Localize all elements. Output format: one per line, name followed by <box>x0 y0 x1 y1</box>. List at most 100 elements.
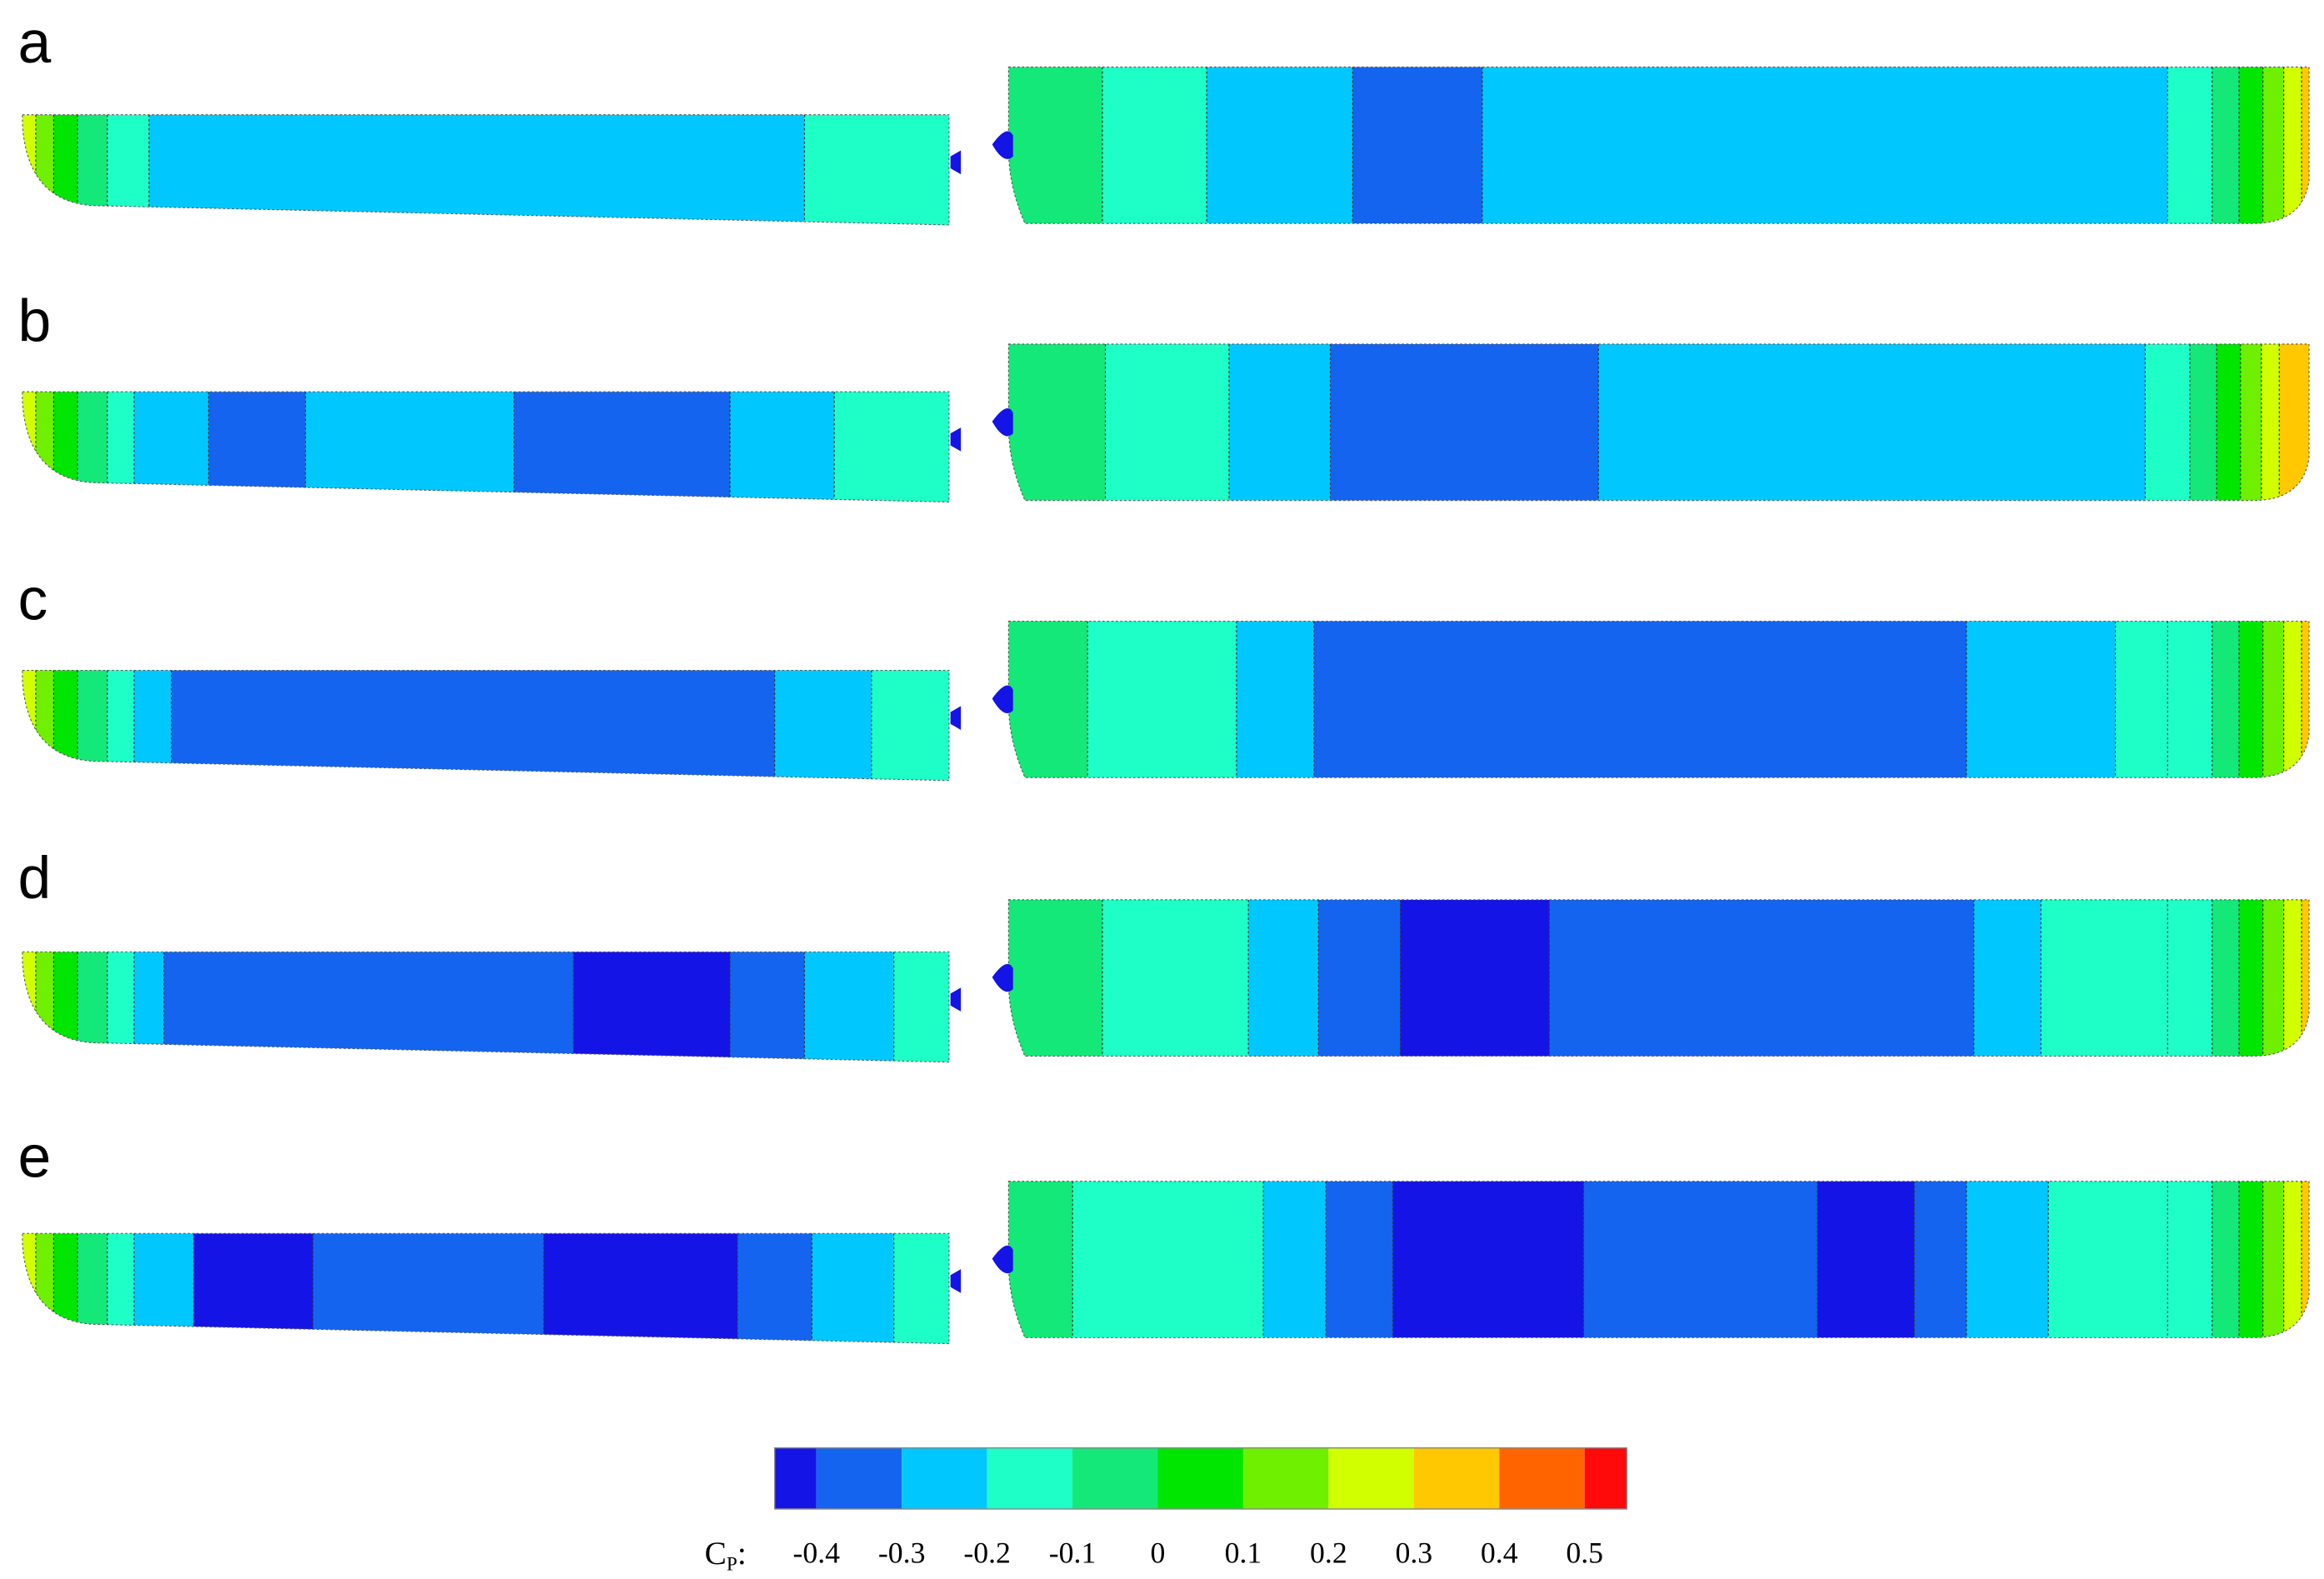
body-outline <box>1007 1181 2310 1338</box>
panel: d <box>18 845 2310 1063</box>
contour-band <box>2217 343 2242 501</box>
contour-band <box>1482 67 2169 224</box>
contour-band <box>543 1233 738 1344</box>
colorbar-cell <box>1328 1447 1414 1509</box>
symbol: C <box>705 1535 727 1572</box>
colorbar-cell <box>987 1447 1073 1509</box>
panel: e <box>18 1123 2310 1345</box>
contour-band <box>2302 621 2310 778</box>
contour-band <box>22 392 37 502</box>
contour-band <box>1008 67 1103 224</box>
tip-blob <box>992 131 1013 159</box>
contour-band <box>35 114 55 225</box>
contour-band <box>1263 1181 1327 1338</box>
contour-band <box>312 1233 545 1344</box>
contour-band <box>893 952 949 1062</box>
contour-band <box>133 392 210 502</box>
contour-band <box>1973 899 2042 1057</box>
panel: b <box>18 287 2310 503</box>
panel-label: b <box>18 287 52 354</box>
contour-band <box>730 392 836 502</box>
contour-band <box>2041 899 2169 1057</box>
contour-band <box>737 1233 813 1344</box>
contour-band <box>893 1233 949 1344</box>
contour-band <box>77 114 108 225</box>
body-outline <box>1007 620 2310 778</box>
contour-band <box>774 670 872 781</box>
contour-band <box>22 114 37 225</box>
colorbar-tick-label: 0.3 <box>1395 1536 1432 1569</box>
contour-band <box>812 1233 895 1344</box>
contour-band <box>2239 621 2264 778</box>
contour-band <box>1008 899 1103 1057</box>
contour-band <box>2283 621 2303 778</box>
contour-band <box>2302 899 2310 1057</box>
tip-blob <box>950 427 962 452</box>
contour-band <box>2283 899 2303 1057</box>
colorbar-tick-label: 0 <box>1151 1536 1166 1569</box>
body-outline <box>1007 899 2310 1057</box>
contour-band <box>77 1233 108 1344</box>
contour-band <box>2167 1181 2213 1338</box>
colorbar-cell <box>1413 1447 1500 1509</box>
suffix: : <box>737 1535 747 1572</box>
contour-band <box>1102 67 1208 224</box>
colorbar-cell <box>1584 1447 1627 1509</box>
contour-band <box>2167 899 2213 1057</box>
contour-band <box>107 114 150 225</box>
colorbar-tick-label: -0.2 <box>963 1536 1011 1569</box>
contour-band <box>804 952 895 1062</box>
contour-band <box>107 1233 135 1344</box>
contour-band <box>804 114 949 225</box>
tip-blob <box>950 1269 962 1293</box>
panel-label: e <box>18 1123 52 1190</box>
contour-band <box>1207 67 1354 224</box>
contour-band <box>1313 621 1967 778</box>
tip-blob <box>992 963 1013 992</box>
tip-blob <box>950 987 962 1012</box>
contour-band <box>2302 1181 2310 1338</box>
contour-band <box>133 670 172 781</box>
contour-band <box>1087 621 1237 778</box>
contour-band <box>2302 67 2310 224</box>
contour-band <box>1914 1181 1967 1338</box>
contour-band <box>2212 1181 2240 1338</box>
contour-band <box>2212 899 2240 1057</box>
contour-band <box>2212 621 2240 778</box>
contour-band <box>53 392 78 502</box>
contour-band <box>2262 621 2285 778</box>
contour-band <box>1008 621 1089 778</box>
colorbar-cell <box>1072 1447 1158 1509</box>
contour-band <box>171 670 776 781</box>
contour-band <box>834 392 949 502</box>
panel: c <box>18 567 2310 782</box>
contour-band <box>2190 343 2218 501</box>
contour-band <box>53 952 78 1062</box>
contour-band <box>1228 343 1332 501</box>
colorbar-cell <box>774 1447 817 1509</box>
contour-band <box>1008 1181 1074 1338</box>
contour-band <box>2115 621 2169 778</box>
contour-band <box>1549 899 1975 1057</box>
contour-band <box>1236 621 1315 778</box>
contour-band <box>53 114 78 225</box>
colorbar-tick-label: -0.4 <box>792 1536 840 1569</box>
colorbar-tick-label: 0.5 <box>1566 1536 1603 1569</box>
contour-band <box>22 1233 37 1344</box>
contour-band <box>35 392 55 502</box>
contour-band <box>77 670 108 781</box>
contour-band <box>1400 899 1551 1057</box>
contour-band <box>77 952 108 1062</box>
tip-blob <box>992 408 1013 437</box>
contour-band <box>2239 67 2264 224</box>
contour-band <box>1817 1181 1916 1338</box>
contour-band <box>2212 67 2240 224</box>
contour-band <box>107 670 135 781</box>
contour-band <box>22 670 37 781</box>
contour-band <box>871 670 949 781</box>
tip-blob <box>950 706 962 730</box>
contour-band <box>2167 67 2213 224</box>
contour-band <box>133 952 165 1062</box>
panel-label: d <box>18 845 52 912</box>
